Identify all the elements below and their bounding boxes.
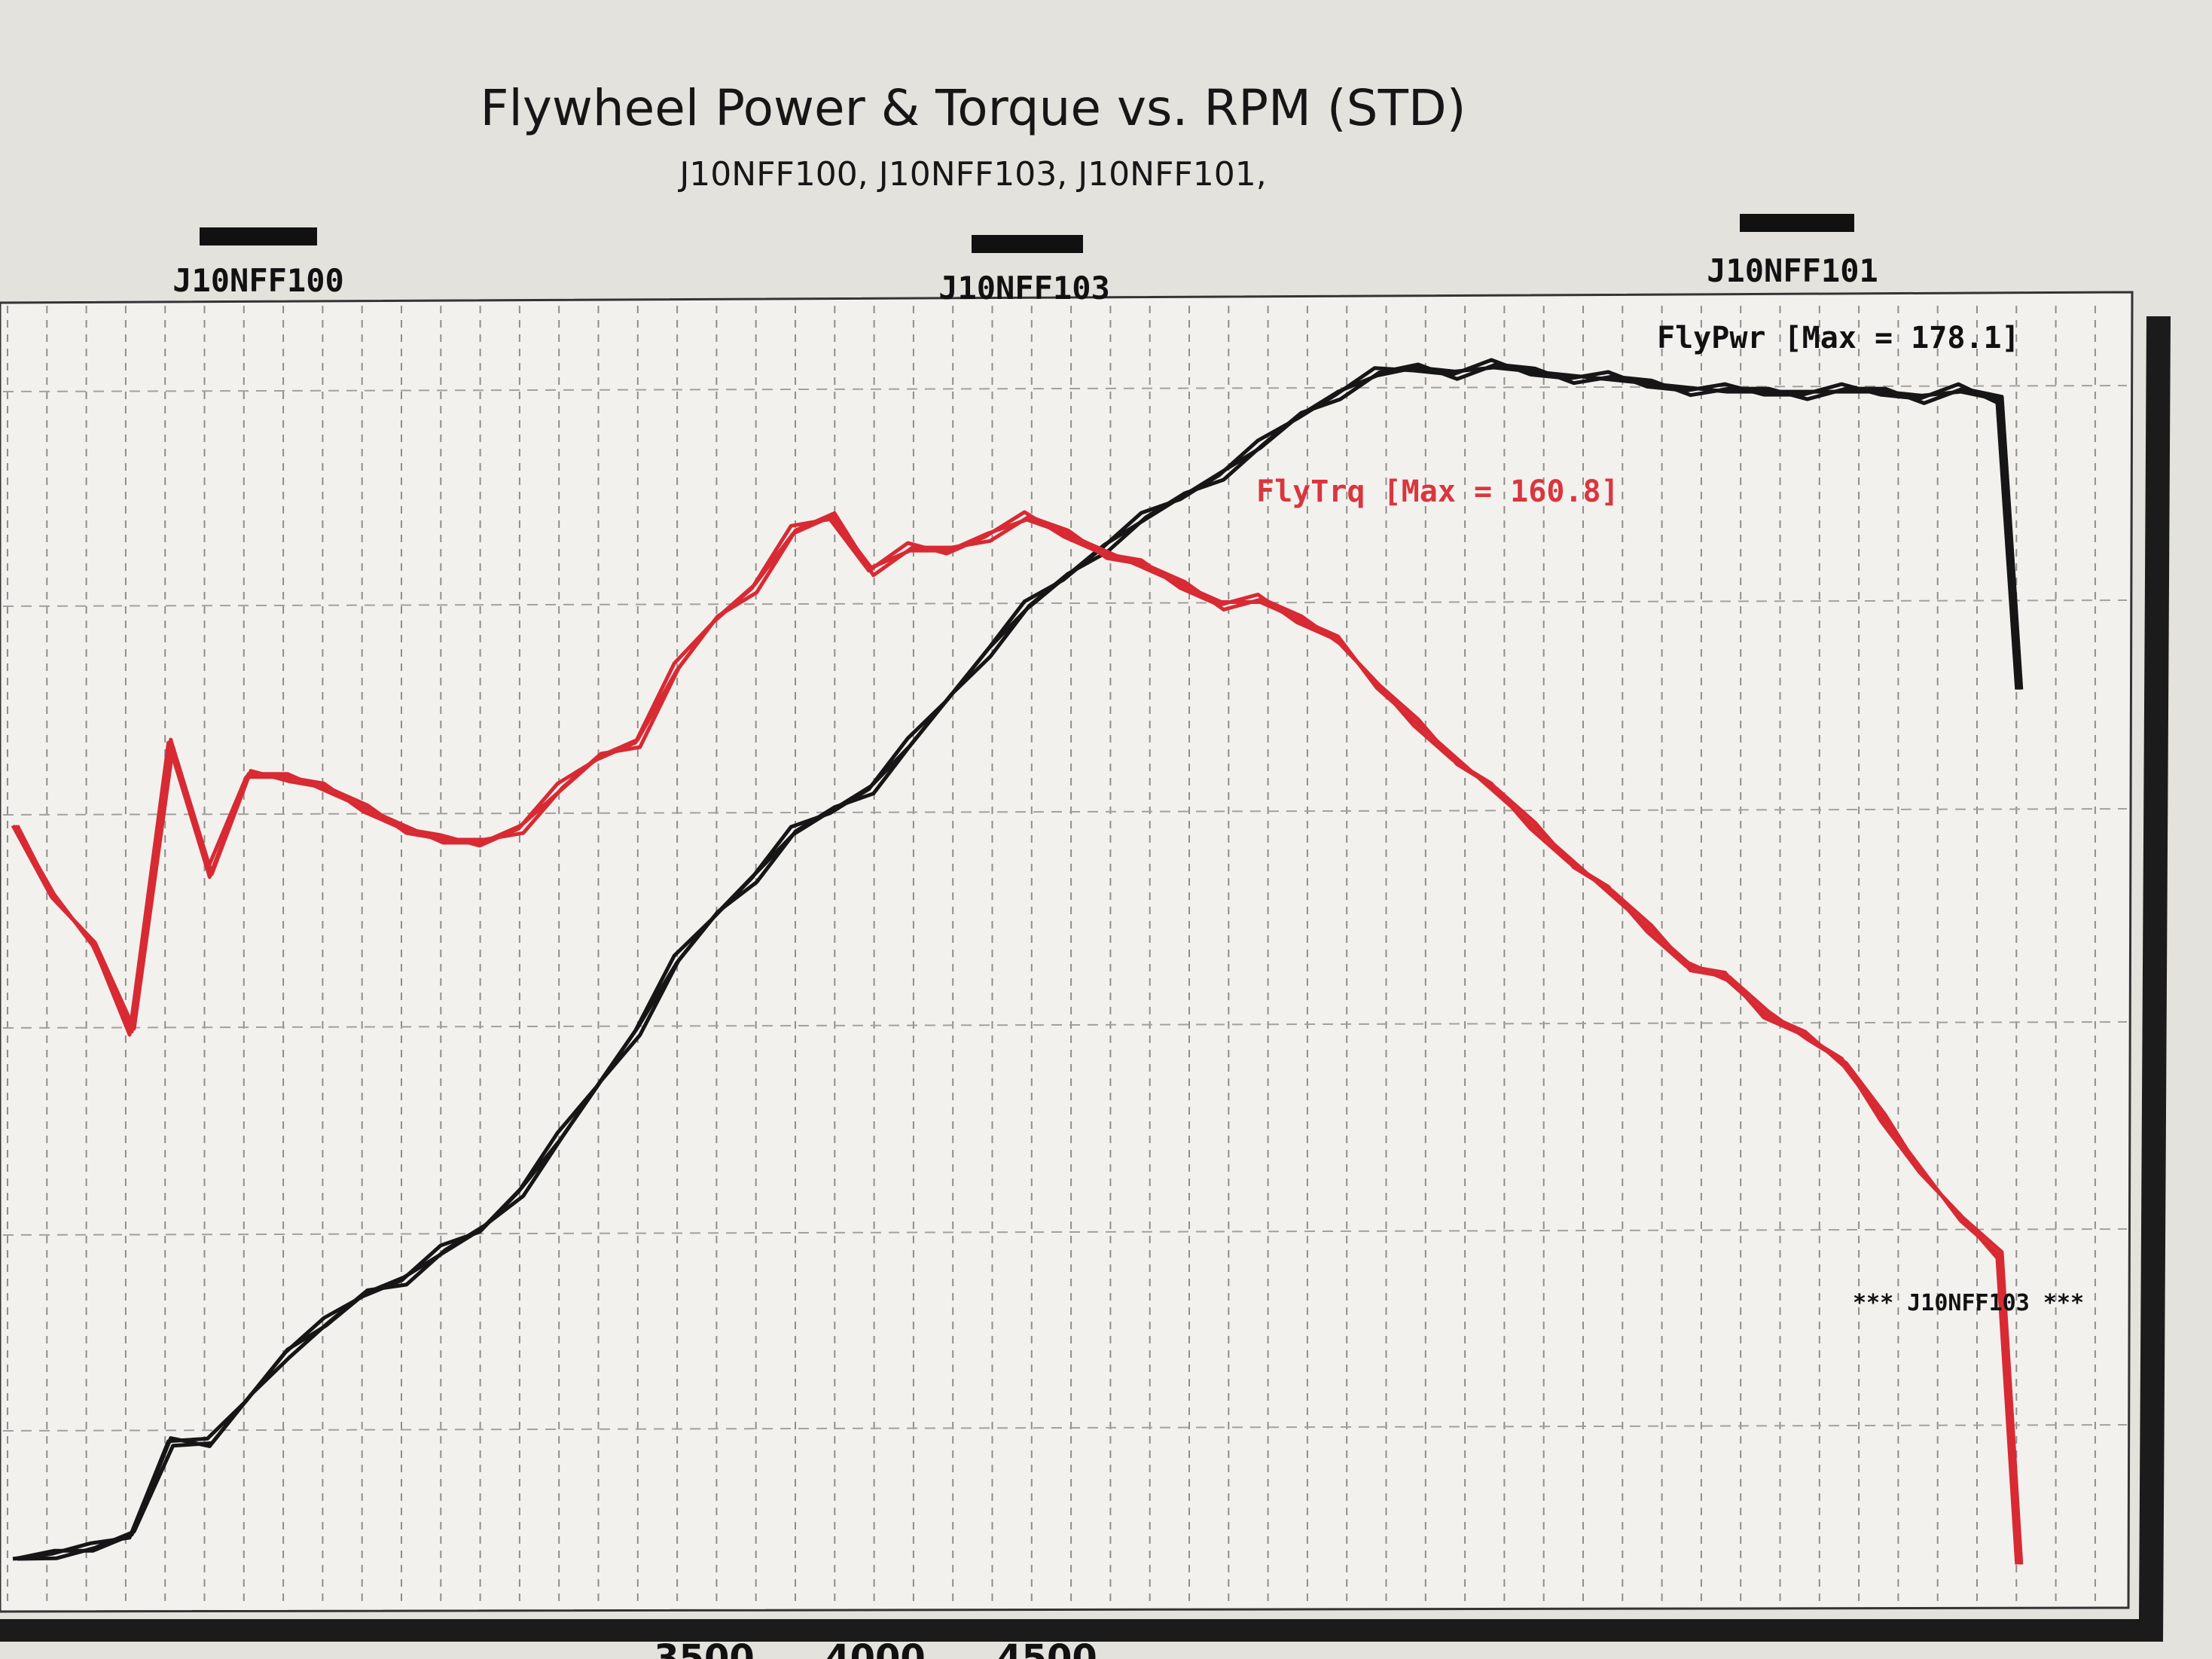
legend-label-j10nff100: J10NFF100	[172, 262, 344, 299]
x-tick-label-3500: 3500	[654, 1637, 755, 1659]
vertical-gridlines	[7, 306, 2096, 1606]
torque-max-annotation: FlyTrq [Max = 160.8]	[1256, 474, 1619, 509]
torque-series-line-j10nff101	[11, 510, 2019, 1565]
chart-title: Flywheel Power & Torque vs. RPM (STD)	[481, 79, 1466, 137]
legend-swatch-j10nff103	[972, 235, 1083, 253]
x-tick-label-4000: 4000	[825, 1637, 926, 1659]
legend-label-j10nff103: J10NFF103	[938, 270, 1110, 306]
series-lines	[11, 358, 2024, 1565]
run-id-annotation: *** J10NFF103 ***	[1853, 1290, 2084, 1316]
plot-area	[0, 291, 2134, 1613]
legend-swatch-j10nff101	[1740, 214, 1854, 232]
chart-subtitle: J10NFF100, J10NFF103, J10NFF101,	[677, 155, 1266, 194]
legend-swatch-j10nff100	[200, 227, 317, 245]
power-series-line-j10nff101	[12, 358, 2019, 1561]
legend-label-j10nff101: J10NFF101	[1707, 252, 1878, 289]
power-max-annotation: FlyPwr [Max = 178.1]	[1657, 321, 2020, 355]
x-tick-label-4500: 4500	[996, 1637, 1097, 1659]
